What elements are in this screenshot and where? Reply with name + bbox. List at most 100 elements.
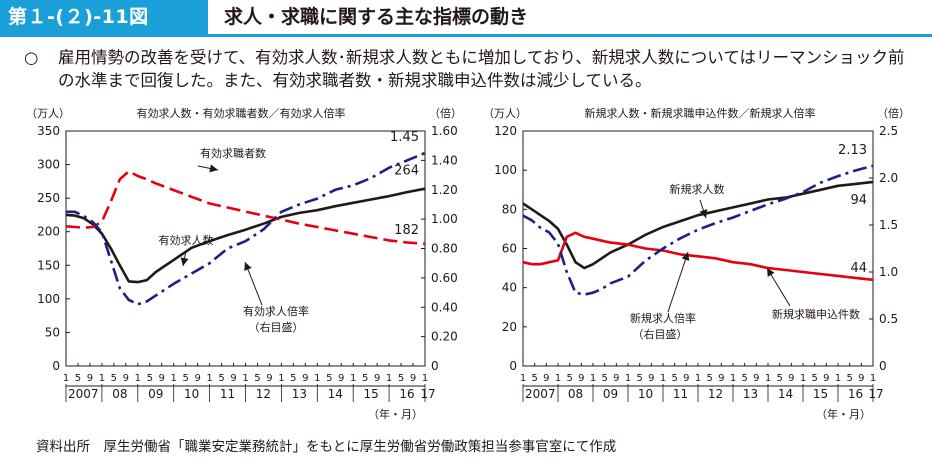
y-right-tick-label: 0.40 bbox=[431, 300, 458, 314]
x-month-label: 9 bbox=[194, 373, 200, 384]
x-year-label: 16 bbox=[848, 387, 863, 401]
x-month-label: 9 bbox=[788, 373, 794, 384]
x-month-label: 5 bbox=[531, 373, 537, 384]
y-right-tick-label: 0 bbox=[879, 359, 887, 373]
x-month-label: 5 bbox=[75, 373, 81, 384]
y-right-tick-label: 1.5 bbox=[879, 218, 898, 232]
source-note: 資料出所 厚生労働省「職業安定業務統計」をもとに厚生労働省労働政策担当参事官室に… bbox=[36, 439, 617, 455]
x-month-label: 5 bbox=[326, 373, 332, 384]
y-right-tick-label: 2.0 bbox=[879, 171, 898, 185]
x-month-label: 5 bbox=[846, 373, 852, 384]
x-year-label: 12 bbox=[256, 387, 271, 401]
annotation-arrowhead bbox=[699, 209, 708, 218]
series-end-label: 44 bbox=[850, 261, 867, 276]
annotation-label: 有効求人倍率 bbox=[243, 304, 309, 318]
x-year-label: 08 bbox=[112, 387, 127, 401]
x-month-label: 9 bbox=[374, 373, 380, 384]
annotation-label: 新規求人数 bbox=[670, 182, 725, 196]
y-right-tick-label: 0.80 bbox=[431, 242, 458, 256]
annotation-arrowhead bbox=[180, 257, 189, 266]
y-left-tick-label: 0 bbox=[509, 359, 517, 373]
x-month-label: 5 bbox=[636, 373, 642, 384]
chart-title: 新規求人数・新規求職申込件数／新規求人倍率 bbox=[585, 106, 816, 120]
x-month-label: 1 bbox=[520, 373, 526, 384]
y-left-tick-label: 80 bbox=[502, 202, 517, 216]
x-month-label: 9 bbox=[159, 373, 165, 384]
annotation-label: （右目盛） bbox=[249, 320, 304, 334]
y-left-tick-label: 100 bbox=[494, 163, 517, 177]
series-line-0 bbox=[522, 180, 874, 270]
x-month-label: 9 bbox=[410, 373, 416, 384]
x-month-label: 9 bbox=[266, 373, 272, 384]
annotation-arrow-line bbox=[667, 251, 689, 313]
annotation-arrowhead bbox=[681, 252, 690, 261]
x-month-label: 1 bbox=[206, 373, 212, 384]
y-right-tick-label: 0.5 bbox=[879, 312, 898, 326]
annotation-label: 有効求職者数 bbox=[200, 146, 266, 160]
x-month-label: 5 bbox=[147, 373, 153, 384]
x-month-label: 1 bbox=[695, 373, 701, 384]
y-right-tick-label: 0 bbox=[431, 359, 439, 373]
bullet-icon: ○ bbox=[24, 48, 39, 67]
summary-text: 雇用情勢の改善を受けて、有効求人数･新規求人数ともに増加しており、新規求人数につ… bbox=[58, 48, 905, 90]
x-year-label: 17 bbox=[868, 387, 883, 401]
x-month-label: 1 bbox=[242, 373, 248, 384]
plot-frame bbox=[65, 130, 426, 367]
annotation-arrowhead bbox=[244, 262, 252, 271]
x-month-label: 5 bbox=[290, 373, 296, 384]
series-end-label: 264 bbox=[394, 164, 419, 179]
x-month-label: 1 bbox=[555, 373, 561, 384]
x-month-label: 5 bbox=[741, 373, 747, 384]
x-year-label: 10 bbox=[638, 387, 653, 401]
plot-frame bbox=[522, 130, 874, 367]
y-left-tick-label: 0 bbox=[52, 359, 60, 373]
x-month-label: 1 bbox=[625, 373, 631, 384]
x-year-label: 11 bbox=[673, 387, 688, 401]
x-axis-label: （年・月） bbox=[816, 407, 871, 421]
y-left-tick-label: 100 bbox=[37, 292, 60, 306]
x-month-label: 9 bbox=[718, 373, 724, 384]
x-month-label: 9 bbox=[302, 373, 308, 384]
x-month-label: 9 bbox=[683, 373, 689, 384]
y-left-tick-label: 300 bbox=[37, 158, 60, 172]
x-month-label: 5 bbox=[601, 373, 607, 384]
y-right-tick-label: 1.60 bbox=[431, 124, 458, 138]
series-end-label: 1.45 bbox=[390, 130, 419, 145]
x-year-label: 2007 bbox=[525, 387, 556, 401]
x-month-label: 1 bbox=[835, 373, 841, 384]
x-month-label: 5 bbox=[811, 373, 817, 384]
x-month-label: 1 bbox=[590, 373, 596, 384]
y-right-unit-label: （倍） bbox=[429, 106, 462, 120]
x-month-label: 1 bbox=[135, 373, 141, 384]
x-month-label: 1 bbox=[314, 373, 320, 384]
series-end-label: 94 bbox=[850, 193, 867, 208]
y-left-tick-label: 200 bbox=[37, 225, 60, 239]
x-month-label: 5 bbox=[566, 373, 572, 384]
x-month-label: 5 bbox=[111, 373, 117, 384]
x-year-label: 2007 bbox=[68, 387, 99, 401]
x-month-label: 1 bbox=[350, 373, 356, 384]
series-end-label: 182 bbox=[394, 223, 419, 238]
y-right-tick-label: 1.00 bbox=[431, 212, 458, 226]
annotation-label: 新規求人倍率 bbox=[630, 311, 696, 325]
x-month-label: 1 bbox=[870, 373, 876, 384]
x-year-label: 13 bbox=[743, 387, 758, 401]
y-right-tick-label: 0.20 bbox=[431, 330, 458, 344]
x-month-label: 1 bbox=[63, 373, 69, 384]
x-month-label: 5 bbox=[182, 373, 188, 384]
summary-paragraph: ○ 雇用情勢の改善を受けて、有効求人数･新規求人数ともに増加しており、新規求人数… bbox=[24, 46, 914, 92]
y-left-tick-label: 250 bbox=[37, 191, 60, 205]
x-year-label: 13 bbox=[292, 387, 307, 401]
x-month-label: 5 bbox=[362, 373, 368, 384]
x-year-label: 12 bbox=[708, 387, 723, 401]
x-month-label: 9 bbox=[543, 373, 549, 384]
y-left-unit-label: （万人） bbox=[26, 107, 70, 120]
x-year-label: 15 bbox=[364, 387, 379, 401]
y-left-unit-label: （万人） bbox=[483, 107, 527, 120]
x-month-label: 1 bbox=[765, 373, 771, 384]
y-right-tick-label: 0.60 bbox=[431, 271, 458, 285]
y-left-tick-label: 350 bbox=[37, 124, 60, 138]
x-month-label: 1 bbox=[171, 373, 177, 384]
series-line-1 bbox=[65, 170, 426, 246]
